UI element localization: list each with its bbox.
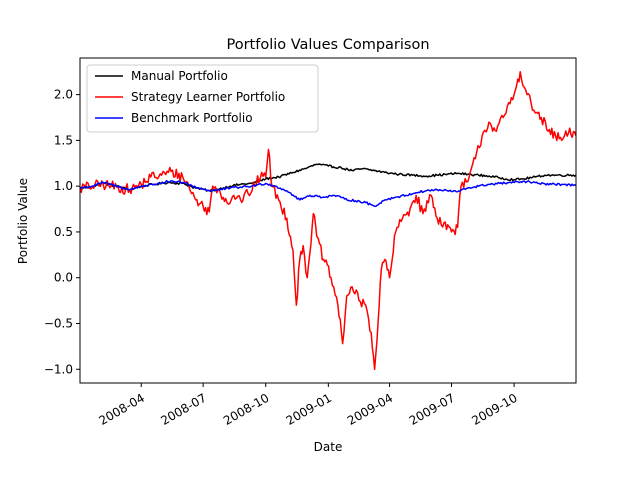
y-axis-label: Portfolio Value xyxy=(16,178,30,264)
series-line-strategy-learner-portfolio xyxy=(80,70,576,371)
y-tick-label: −0.5 xyxy=(44,316,73,330)
legend: Manual Portfolio Strategy Learner Portfol… xyxy=(86,64,319,133)
y-tick-label: 0.0 xyxy=(54,271,73,285)
y-tick-label: 1.5 xyxy=(54,133,73,147)
x-axis-label: Date xyxy=(314,440,343,454)
y-tick-label: 1.0 xyxy=(54,179,73,193)
legend-label: Strategy Learner Portfolio xyxy=(131,90,285,104)
y-tick-label: 2.0 xyxy=(54,88,73,102)
legend-box xyxy=(86,64,319,133)
series-layer xyxy=(80,70,576,371)
plot-area xyxy=(79,57,577,384)
y-axis: −1.0 −0.5 0.0 0.5 1.0 1.5 2.0 xyxy=(44,88,80,376)
y-tick-label: −1.0 xyxy=(44,362,73,376)
legend-label: Benchmark Portfolio xyxy=(131,111,253,125)
legend-label: Manual Portfolio xyxy=(131,69,228,83)
chart-title: Portfolio Values Comparison xyxy=(226,37,429,53)
series-line-benchmark-portfolio xyxy=(80,180,576,208)
y-tick-label: 0.5 xyxy=(54,225,73,239)
